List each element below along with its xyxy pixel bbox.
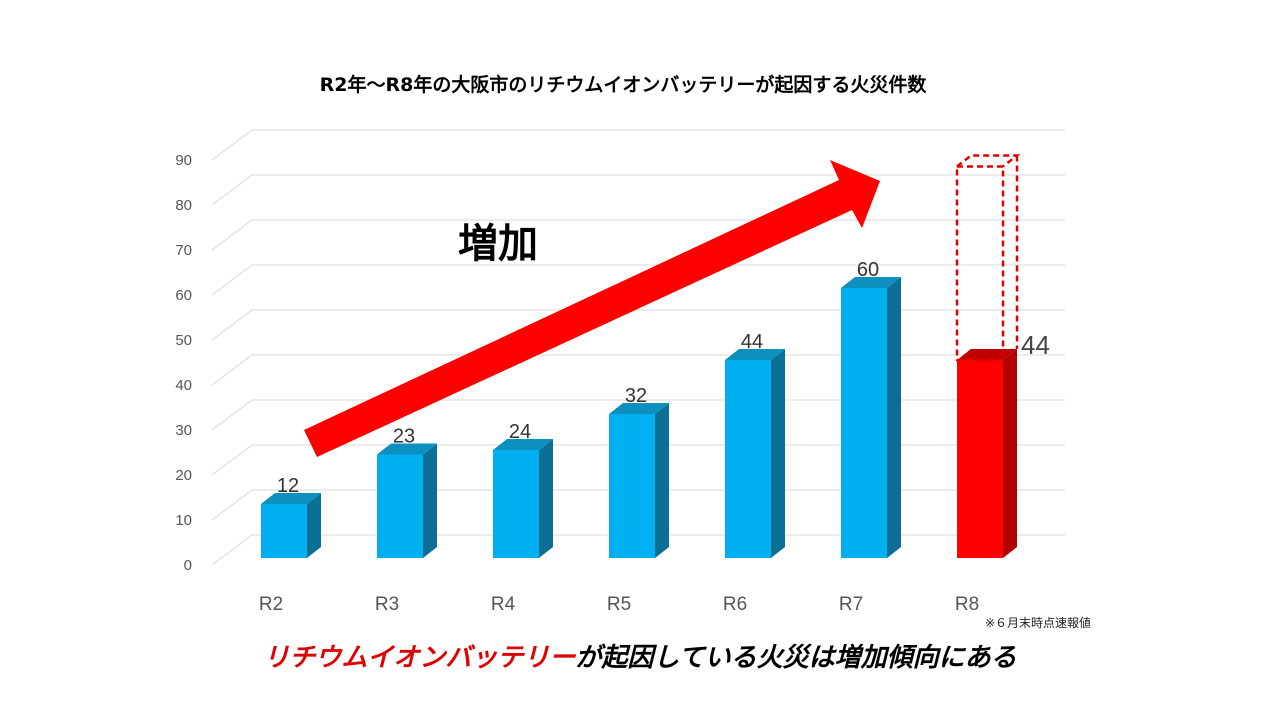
caption-rest: が起因している火災は増加傾向にある bbox=[575, 643, 1017, 673]
y-tick-label: 10 bbox=[175, 512, 192, 529]
data-label: 44 bbox=[1021, 330, 1050, 360]
x-tick-label: R8 bbox=[955, 594, 979, 615]
projection-front bbox=[955, 165, 1005, 362]
projection-outline bbox=[955, 154, 1021, 362]
bar-top bbox=[841, 277, 901, 288]
gridlines bbox=[211, 129, 1065, 566]
gridline bbox=[211, 489, 1065, 521]
data-label: 12 bbox=[277, 475, 299, 497]
y-tick-label: 60 bbox=[175, 287, 192, 304]
data-label: 32 bbox=[625, 385, 647, 407]
bar-side bbox=[307, 493, 321, 558]
x-tick-label: R5 bbox=[607, 594, 631, 615]
x-tick-label: R2 bbox=[259, 594, 283, 615]
x-tick-label: R4 bbox=[491, 594, 516, 615]
bar-top bbox=[261, 493, 321, 504]
y-tick-label: 30 bbox=[175, 422, 192, 439]
data-label: 44 bbox=[741, 331, 763, 353]
bar-top bbox=[725, 349, 785, 360]
bar-top bbox=[493, 439, 553, 450]
bar bbox=[725, 360, 771, 558]
footnote: ※６月末時点速報値 bbox=[985, 616, 1092, 630]
x-tick-label: R3 bbox=[375, 594, 399, 615]
caption-highlight: リチウムイオンバッテリー bbox=[263, 643, 576, 673]
x-axis: R2 R3 R4 R5 R6 R7 R8 bbox=[259, 594, 979, 615]
y-tick-label: 0 bbox=[184, 557, 192, 574]
bar-side bbox=[1003, 349, 1017, 558]
gridline bbox=[211, 264, 1065, 296]
arrow-shape bbox=[304, 160, 880, 457]
x-tick-label: R6 bbox=[723, 594, 747, 615]
bar-top bbox=[609, 403, 669, 414]
gridline bbox=[211, 354, 1065, 386]
x-tick-label: R7 bbox=[839, 594, 863, 615]
y-tick-label: 90 bbox=[175, 152, 192, 169]
gridline bbox=[211, 309, 1065, 341]
gridline bbox=[211, 219, 1065, 251]
bar bbox=[957, 360, 1003, 558]
bar-side bbox=[887, 277, 901, 558]
gridline bbox=[211, 129, 1065, 161]
data-labels: 12 23 24 32 44 60 44 bbox=[277, 259, 1050, 497]
bar bbox=[609, 414, 655, 558]
chart-title: R2年～R8年の大阪市のリチウムイオンバッテリーが起因する火災件数 bbox=[319, 74, 927, 96]
bars bbox=[261, 277, 1017, 558]
bar-side bbox=[771, 349, 785, 558]
data-label: 60 bbox=[857, 259, 879, 281]
caption: リチウムイオンバッテリーが起因している火災は増加傾向にある bbox=[0, 637, 1280, 674]
data-label: 24 bbox=[509, 421, 531, 443]
bar bbox=[377, 454, 423, 558]
y-tick-label: 20 bbox=[175, 467, 192, 484]
projection-top bbox=[956, 154, 1021, 168]
gridline bbox=[211, 534, 1065, 566]
gridline bbox=[211, 444, 1065, 476]
bar-side bbox=[539, 439, 553, 558]
bar bbox=[841, 288, 887, 558]
data-label: 23 bbox=[393, 426, 415, 448]
annotation-label: 増加 bbox=[458, 221, 538, 267]
y-tick-label: 40 bbox=[175, 377, 192, 394]
y-axis: 0 10 20 30 40 50 60 70 80 90 bbox=[175, 152, 192, 574]
y-tick-label: 70 bbox=[175, 242, 192, 259]
y-tick-label: 50 bbox=[175, 332, 192, 349]
bar bbox=[261, 504, 307, 558]
gridline bbox=[211, 174, 1065, 206]
trend-arrow bbox=[304, 160, 880, 457]
gridline bbox=[211, 399, 1065, 431]
bar-top bbox=[377, 443, 437, 455]
bar-side bbox=[655, 403, 669, 558]
bar bbox=[493, 450, 539, 558]
y-tick-label: 80 bbox=[175, 197, 192, 214]
bar-side bbox=[423, 443, 437, 558]
